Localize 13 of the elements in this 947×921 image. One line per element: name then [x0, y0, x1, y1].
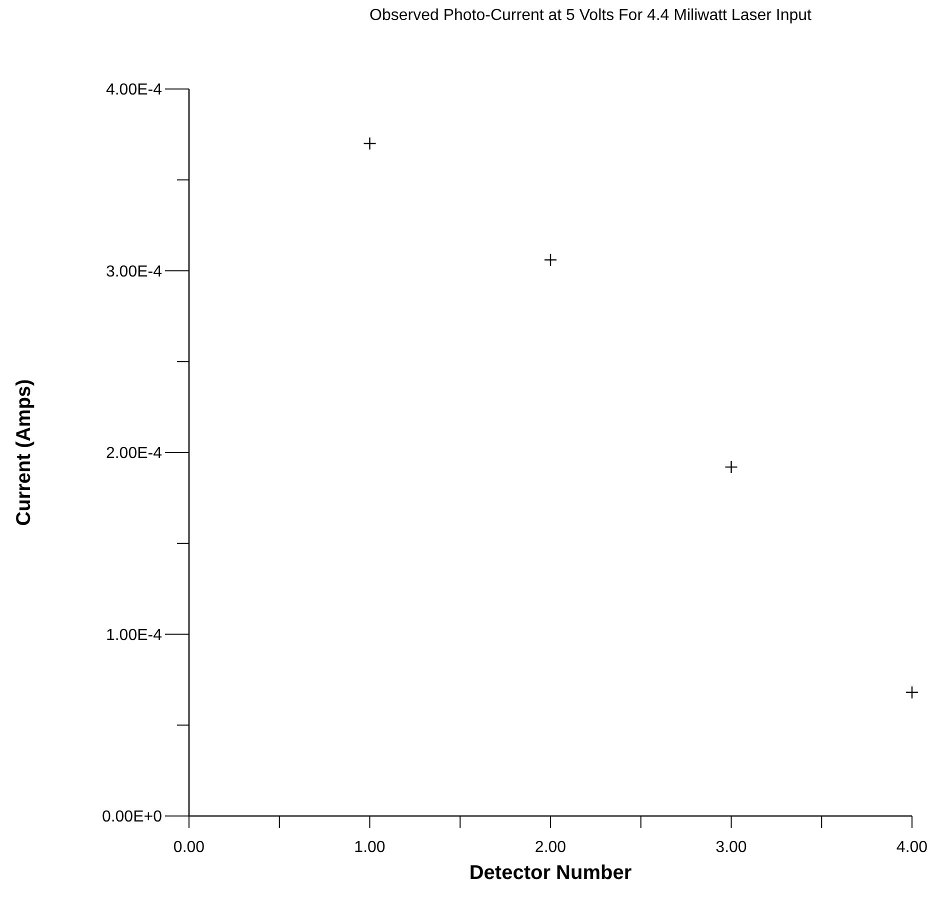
x-tick-label: 2.00	[534, 839, 566, 856]
x-axis-title: Detector Number	[469, 862, 632, 884]
chart-title: Observed Photo-Current at 5 Volts For 4.4 Miliwatt Laser Input	[370, 7, 812, 24]
y-axis-title: Current (Amps)	[13, 379, 35, 526]
x-tick-label: 3.00	[716, 839, 747, 856]
y-tick-label: 4.00E-4	[106, 82, 162, 99]
y-tick-label: 2.00E-4	[106, 445, 162, 462]
y-tick-label: 3.00E-4	[106, 263, 162, 280]
x-tick-label: 1.00	[354, 839, 386, 856]
x-tick-label: 4.00	[896, 839, 928, 856]
y-tick-label: 0.00E+0	[102, 808, 162, 826]
y-tick-label: 1.00E-4	[106, 626, 162, 644]
x-tick-label: 0.00	[173, 839, 205, 856]
